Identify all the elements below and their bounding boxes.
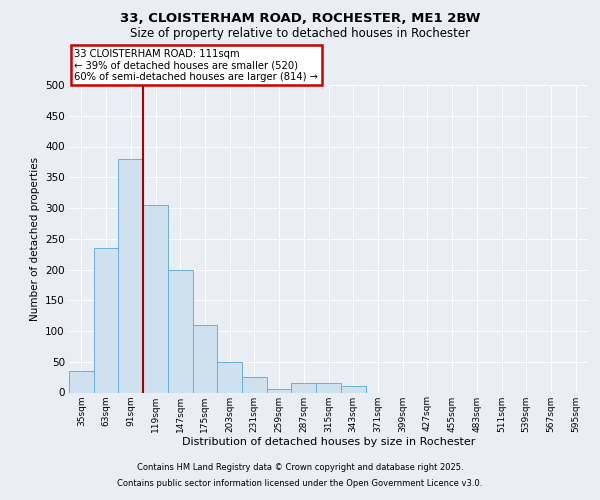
Bar	[341, 386, 365, 392]
Y-axis label: Number of detached properties: Number of detached properties	[29, 156, 40, 321]
Bar	[69, 371, 94, 392]
Bar	[168, 270, 193, 392]
X-axis label: Distribution of detached houses by size in Rochester: Distribution of detached houses by size …	[182, 437, 475, 447]
Bar	[217, 362, 242, 392]
Text: Size of property relative to detached houses in Rochester: Size of property relative to detached ho…	[130, 28, 470, 40]
Text: Contains HM Land Registry data © Crown copyright and database right 2025.: Contains HM Land Registry data © Crown c…	[137, 464, 463, 472]
Text: Contains public sector information licensed under the Open Government Licence v3: Contains public sector information licen…	[118, 478, 482, 488]
Text: 33, CLOISTERHAM ROAD, ROCHESTER, ME1 2BW: 33, CLOISTERHAM ROAD, ROCHESTER, ME1 2BW	[120, 12, 480, 26]
Bar	[143, 205, 168, 392]
Bar	[118, 159, 143, 392]
Bar	[193, 325, 217, 392]
Text: 33 CLOISTERHAM ROAD: 111sqm
← 39% of detached houses are smaller (520)
60% of se: 33 CLOISTERHAM ROAD: 111sqm ← 39% of det…	[74, 48, 318, 82]
Bar	[267, 390, 292, 392]
Bar	[94, 248, 118, 392]
Bar	[242, 377, 267, 392]
Bar	[292, 384, 316, 392]
Bar	[316, 384, 341, 392]
